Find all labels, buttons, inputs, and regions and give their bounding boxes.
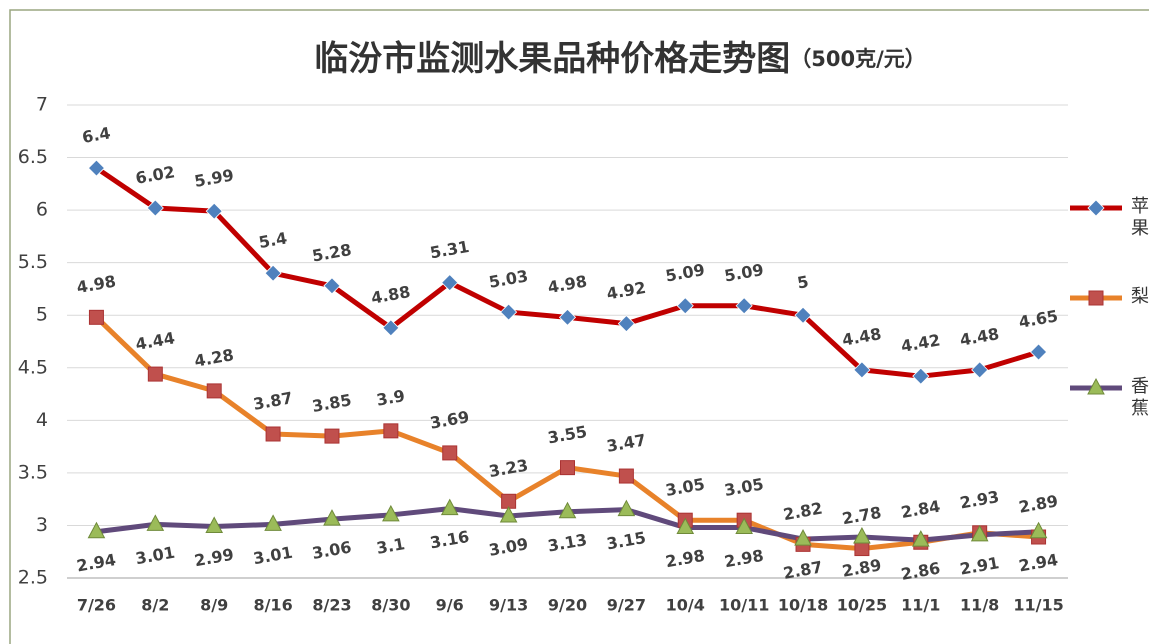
x-tick-label: 7/26 xyxy=(77,596,116,615)
marker xyxy=(911,530,930,547)
data-label: 5 xyxy=(796,272,810,293)
legend-label: 梨 xyxy=(1131,286,1149,307)
marker xyxy=(735,297,753,315)
legend-label: 香蕉 xyxy=(1131,376,1149,419)
y-tick-label: 4 xyxy=(36,409,48,431)
marker xyxy=(88,309,104,325)
marker xyxy=(1087,377,1105,395)
marker xyxy=(618,468,634,484)
y-tick-label: 7 xyxy=(36,94,48,116)
marker xyxy=(1087,199,1105,217)
marker xyxy=(264,514,282,531)
marker xyxy=(499,505,518,523)
x-tick-label: 10/4 xyxy=(666,596,705,615)
marker xyxy=(383,423,399,439)
x-tick-label: 8/30 xyxy=(371,596,410,615)
marker xyxy=(324,428,340,444)
x-tick-label: 9/20 xyxy=(548,596,587,615)
x-tick-label: 8/9 xyxy=(200,596,228,615)
marker xyxy=(676,517,695,535)
marker xyxy=(558,308,577,326)
marker xyxy=(205,516,224,533)
marker xyxy=(1029,343,1048,361)
marker xyxy=(205,202,223,220)
marker xyxy=(794,529,812,546)
marker xyxy=(794,306,812,324)
subtitle: （500克/元） xyxy=(790,47,926,71)
marker xyxy=(442,445,458,461)
marker xyxy=(441,274,459,292)
marker xyxy=(617,499,636,517)
y-tick-label: 3.5 xyxy=(18,461,48,483)
marker xyxy=(264,264,282,282)
marker xyxy=(382,319,400,337)
marker xyxy=(735,517,753,535)
data-label: 6.4 xyxy=(81,123,112,147)
x-tick-label: 8/16 xyxy=(253,596,292,615)
marker xyxy=(912,367,930,385)
marker xyxy=(853,526,871,544)
y-tick-label: 6 xyxy=(36,199,48,221)
marker xyxy=(853,361,871,379)
marker xyxy=(854,541,870,557)
y-tick-label: 4.5 xyxy=(18,356,48,378)
marker xyxy=(146,199,164,217)
title: 临汾市监测水果品种价格走势图 xyxy=(314,39,790,79)
marker xyxy=(265,426,281,442)
x-tick-label: 9/13 xyxy=(489,596,528,615)
marker xyxy=(323,277,341,295)
x-tick-label: 9/6 xyxy=(436,596,464,615)
y-tick-label: 5 xyxy=(36,304,48,326)
y-tick-label: 2.5 xyxy=(18,567,48,589)
marker xyxy=(87,159,106,177)
x-tick-label: 8/2 xyxy=(141,596,169,615)
y-tick-label: 6.5 xyxy=(18,146,48,168)
marker xyxy=(382,504,400,522)
chart-title: 临汾市监测水果品种价格走势图（500克/元） xyxy=(314,39,926,79)
marker xyxy=(558,501,577,519)
data-label: 3.1 xyxy=(375,534,406,558)
x-tick-label: 11/8 xyxy=(960,596,999,615)
x-tick-label: 9/27 xyxy=(607,596,646,615)
marker xyxy=(206,383,222,399)
marker xyxy=(147,366,163,382)
x-tick-label: 8/23 xyxy=(312,596,351,615)
marker xyxy=(440,498,459,516)
marker xyxy=(500,303,518,321)
y-tick-label: 3 xyxy=(36,514,48,536)
data-label: 3.9 xyxy=(375,386,406,410)
marker xyxy=(676,297,694,315)
x-tick-label: 11/15 xyxy=(1013,596,1063,615)
marker xyxy=(970,524,989,542)
marker xyxy=(87,521,106,539)
marker xyxy=(560,460,575,476)
data-label: 5.4 xyxy=(257,228,288,252)
x-tick-label: 10/11 xyxy=(719,596,769,615)
x-tick-label: 10/25 xyxy=(837,596,887,615)
legend-label: 苹果 xyxy=(1131,196,1149,239)
x-tick-label: 11/1 xyxy=(901,596,940,615)
marker xyxy=(971,361,989,379)
y-tick-label: 5.5 xyxy=(18,251,48,273)
marker xyxy=(1029,521,1048,539)
marker xyxy=(146,514,165,531)
marker xyxy=(323,509,341,526)
marker xyxy=(617,315,635,333)
x-tick-label: 10/18 xyxy=(778,596,828,615)
marker xyxy=(1088,290,1104,306)
